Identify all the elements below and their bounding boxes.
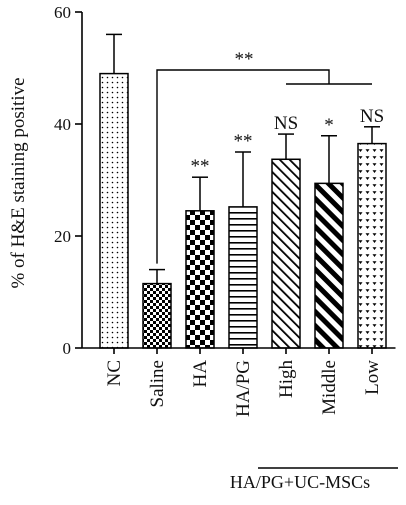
bars [99,33,387,349]
x-axis: NC Saline HA HA/PG High Middle Low [82,347,396,417]
significance-label: NS [274,113,298,134]
x-tick-label: NC [104,360,125,386]
y-axis-label: % of H&E staining positive [8,77,29,288]
x-tick-label: HA [190,360,211,388]
x-tick-label: Low [362,360,383,395]
y-tick-label: 60 [54,3,71,22]
x-tick-label: Saline [147,360,168,408]
y-tick-label: 0 [63,339,72,358]
bar [357,142,387,349]
x-tick-label: High [276,360,297,399]
significance-label: ** [234,131,253,152]
bar [142,282,172,349]
significance-label: NS [360,106,384,127]
significance-annotations: ** ** NS * NS ** [156,49,398,469]
y-tick-label: 40 [54,115,71,134]
bar [314,182,344,349]
x-tick-label: Middle [319,360,340,415]
group-label: HA/PG+UC-MSCs [230,472,370,492]
comparison-significance: ** [235,49,254,70]
y-tick-label: 20 [54,227,71,246]
x-tick-label: HA/PG [233,360,254,417]
significance-label: ** [191,156,210,177]
bar [271,158,301,349]
significance-label: * [324,115,334,136]
bar [228,206,258,349]
bar [99,72,129,349]
comparison-bracket [156,69,330,264]
y-axis: 0 20 40 60 [54,3,83,358]
bar [185,210,215,349]
